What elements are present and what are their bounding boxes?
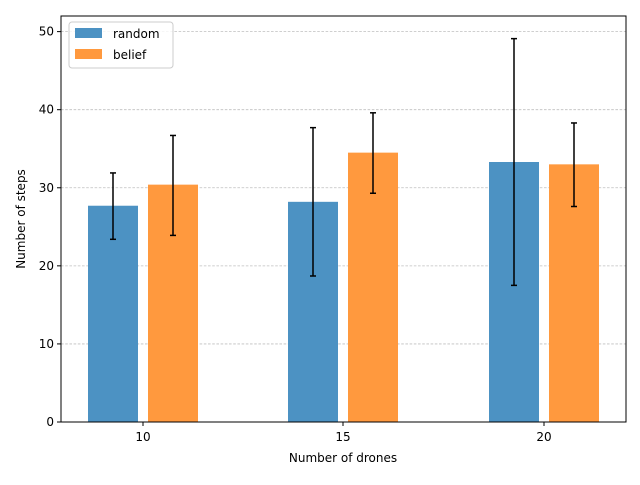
y-tick-label: 40 [39,103,54,117]
y-tick-label: 10 [39,337,54,351]
tick-labels: 0 10 20 30 40 50 10 15 20 [39,25,552,444]
bars [88,152,599,422]
y-tick-label: 0 [46,415,54,429]
y-axis-label: Number of steps [14,169,28,269]
x-axis-label: Number of drones [289,451,397,465]
bar-belief-15 [348,152,398,422]
y-tick-label: 20 [39,259,54,273]
y-tick-label: 30 [39,181,54,195]
x-tick-label: 10 [135,430,150,444]
bar-random-10 [88,205,138,422]
legend-swatch-belief [75,49,102,59]
error-bars [110,37,577,287]
legend[interactable]: random belief [68,21,174,69]
legend-label-belief: belief [113,48,147,62]
x-tick-label: 20 [536,430,551,444]
x-tick-label: 15 [335,430,350,444]
legend-label-random: random [113,27,160,41]
legend-swatch-random [75,28,102,38]
y-tick-label: 50 [39,25,54,39]
bar-belief-20 [549,164,599,422]
